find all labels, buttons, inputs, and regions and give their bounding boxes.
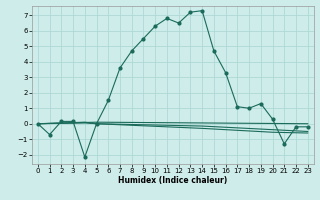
X-axis label: Humidex (Indice chaleur): Humidex (Indice chaleur) bbox=[118, 176, 228, 185]
